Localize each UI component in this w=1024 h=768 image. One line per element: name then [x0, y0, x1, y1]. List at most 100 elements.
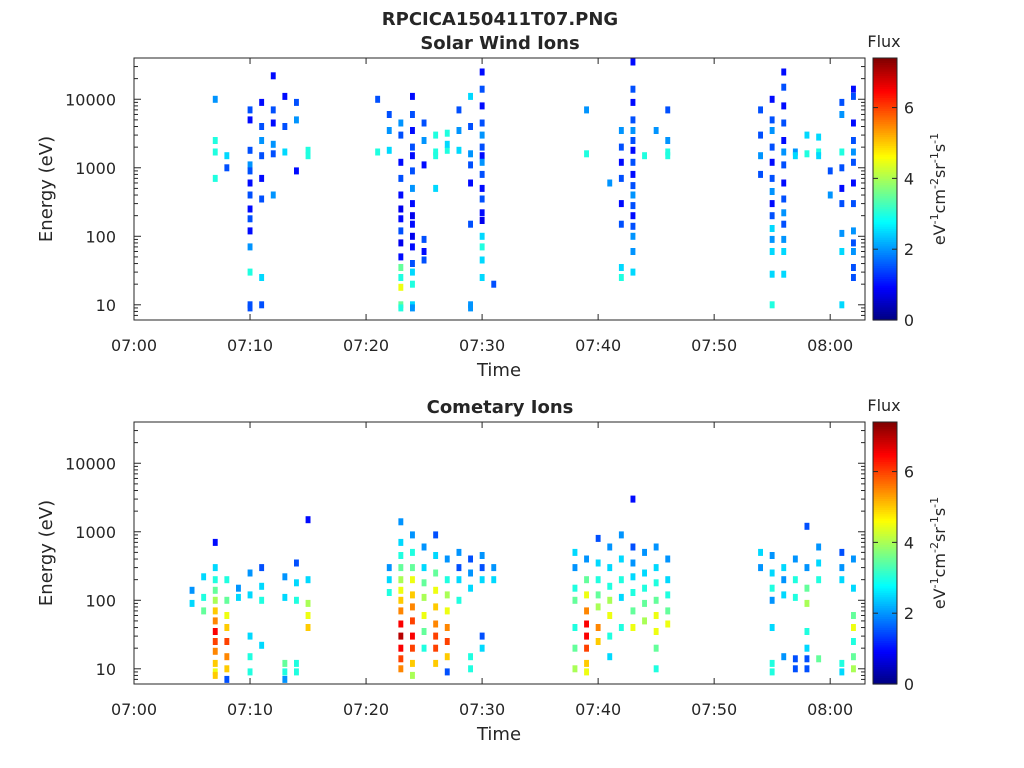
heatmap-cell	[468, 653, 473, 661]
heatmap-cell	[584, 620, 589, 628]
panel1-colorbar-title: Flux	[867, 32, 900, 51]
heatmap-cell	[816, 576, 822, 584]
heatmap-cell	[456, 596, 462, 604]
heatmap-cell	[618, 576, 624, 584]
heatmap-cell	[479, 576, 485, 584]
colorbar-segment	[873, 309, 897, 312]
colorbar-segment	[873, 140, 897, 144]
heatmap-cell	[259, 195, 265, 203]
colorbar-segment	[873, 136, 897, 140]
colorbar-segment	[873, 439, 897, 443]
heatmap-cell	[212, 628, 218, 635]
heatmap-cell	[444, 146, 450, 154]
heatmap-cell	[630, 98, 636, 106]
heatmap-cell	[781, 564, 787, 572]
colorbar-segment	[873, 143, 897, 146]
colorbar-segment	[873, 119, 897, 122]
heatmap-cell	[410, 184, 415, 192]
heatmap-cell	[479, 243, 485, 251]
heatmap-cell	[479, 85, 485, 93]
heatmap-cell	[410, 127, 415, 134]
heatmap-cell	[236, 593, 241, 601]
heatmap-cell	[212, 586, 218, 594]
svg-text:eV-1cm-2sr-1s-1: eV-1cm-2sr-1s-1	[928, 133, 949, 245]
colorbar-segment	[873, 670, 897, 674]
heatmap-cell	[769, 225, 775, 232]
colorbar-segment	[873, 252, 897, 256]
heatmap-cell	[642, 152, 647, 160]
colorbar-segment	[873, 480, 897, 484]
colorbar-tick-label: 4	[904, 169, 914, 188]
heatmap-cell	[839, 564, 845, 572]
panel2-frame	[133, 421, 866, 685]
heatmap-cell	[444, 624, 450, 631]
heatmap-cell	[398, 576, 404, 584]
heatmap-cell	[630, 137, 636, 144]
heatmap-cell	[294, 579, 299, 587]
heatmap-cell	[421, 256, 427, 264]
colorbar-segment	[873, 228, 897, 232]
heatmap-cell	[630, 248, 636, 255]
colorbar-segment	[873, 226, 897, 229]
colorbar-segment	[873, 221, 897, 225]
heatmap-cell	[259, 641, 265, 649]
colorbar-tick-label: 0	[904, 311, 914, 330]
heatmap-cell	[792, 555, 798, 563]
panel2-title: Cometary Ions	[427, 397, 574, 418]
heatmap-cell	[584, 576, 589, 584]
heatmap-cell	[607, 596, 613, 604]
panel1-ylabel: Energy (eV)	[36, 136, 57, 242]
heatmap-cell	[816, 148, 822, 156]
heatmap-cell	[758, 106, 763, 114]
x-tick-label: 07:00	[111, 700, 157, 719]
colorbar-segment	[873, 295, 897, 299]
colorbar-segment	[873, 633, 897, 637]
colorbar-segment	[873, 110, 897, 114]
colorbar-segment	[873, 594, 897, 598]
heatmap-cell	[444, 653, 450, 661]
colorbar-tick-label: 0	[904, 675, 914, 694]
heatmap-cell	[851, 158, 856, 166]
heatmap-cell	[247, 243, 253, 251]
heatmap-cell	[259, 123, 265, 130]
panel1-colorbar: 0 2 4 6	[872, 57, 914, 330]
heatmap-cell	[468, 123, 473, 130]
heatmap-cell	[792, 655, 798, 663]
heatmap-cell	[618, 158, 624, 166]
heatmap-cell	[479, 232, 485, 240]
heatmap-cell	[444, 129, 450, 137]
colorbar-segment	[873, 677, 897, 681]
heatmap-cell	[433, 531, 439, 539]
heatmap-cell	[410, 617, 415, 625]
heatmap-cell	[398, 655, 404, 663]
y-tick-label: 10	[96, 296, 116, 315]
colorbar-segment	[873, 679, 897, 683]
colorbar-segment	[873, 88, 897, 92]
colorbar-segment	[873, 158, 897, 162]
heatmap-cell	[247, 146, 253, 154]
heatmap-cell	[618, 531, 624, 539]
heatmap-cell	[247, 106, 253, 114]
heatmap-cell	[804, 599, 810, 607]
heatmap-cell	[398, 596, 404, 604]
colorbar-segment	[873, 291, 897, 295]
heatmap-cell	[804, 665, 810, 673]
heatmap-cell	[781, 270, 787, 278]
colorbar-segment	[873, 315, 897, 319]
colorbar-segment	[873, 666, 897, 670]
heatmap-cell	[479, 152, 485, 160]
heatmap-cell	[769, 158, 775, 166]
colorbar-segment	[873, 546, 897, 550]
x-tick-label: 07:50	[691, 700, 737, 719]
colorbar-segment	[873, 186, 897, 190]
heatmap-cell	[653, 665, 659, 673]
heatmap-cell	[444, 607, 450, 615]
heatmap-cell	[839, 200, 845, 208]
heatmap-cell	[769, 143, 775, 151]
colorbar-segment	[873, 441, 897, 445]
heatmap-cell	[804, 522, 810, 530]
heatmap-cell	[398, 586, 404, 594]
heatmap-cell	[294, 668, 299, 676]
colorbar-segment	[873, 101, 897, 105]
heatmap-cell	[653, 628, 659, 635]
